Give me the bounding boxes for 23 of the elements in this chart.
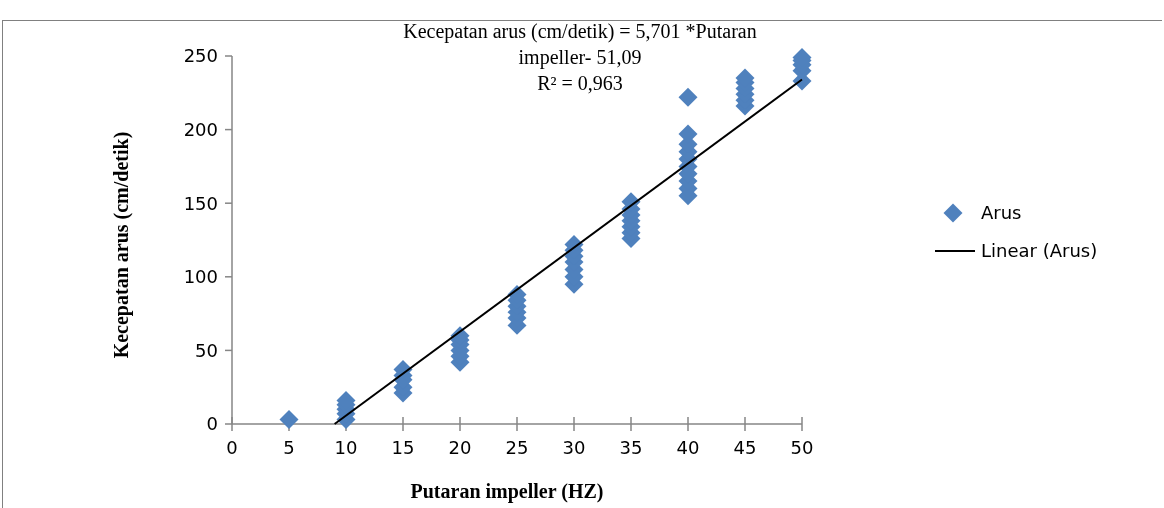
- x-tick-label: 20: [448, 437, 472, 458]
- x-tick-label: 15: [391, 437, 415, 458]
- y-tick-label: 250: [183, 45, 218, 67]
- x-tick-label: 40: [676, 437, 700, 458]
- x-tick-label: 35: [619, 437, 643, 458]
- y-tick-label: 100: [183, 266, 218, 288]
- y-tick-label: 50: [195, 339, 218, 361]
- x-tick-label: 0: [226, 437, 238, 458]
- y-tick-label: 0: [206, 413, 218, 435]
- x-tick-label: 5: [283, 437, 295, 458]
- x-tick-label: 30: [562, 437, 586, 458]
- x-tick-label: 50: [790, 437, 814, 458]
- x-tick-label: 25: [505, 437, 529, 458]
- annotation: Kecepatan arus (cm/detik) = 5,701 *Putaran impeller- 51,09: [403, 20, 757, 69]
- y-tick-label: 200: [183, 118, 218, 140]
- x-tick-label: 45: [733, 437, 757, 458]
- legend-label: Linear (Arus): [981, 240, 1098, 262]
- annotation: R² = 0,963: [537, 72, 623, 94]
- y-axis-title: Kecepatan arus (cm/detik): [110, 131, 133, 359]
- x-axis-title: Putaran impeller (HZ): [410, 480, 604, 503]
- legend-label: Arus: [981, 202, 1022, 224]
- x-tick-label: 10: [334, 437, 358, 458]
- y-tick-label: 150: [183, 192, 218, 214]
